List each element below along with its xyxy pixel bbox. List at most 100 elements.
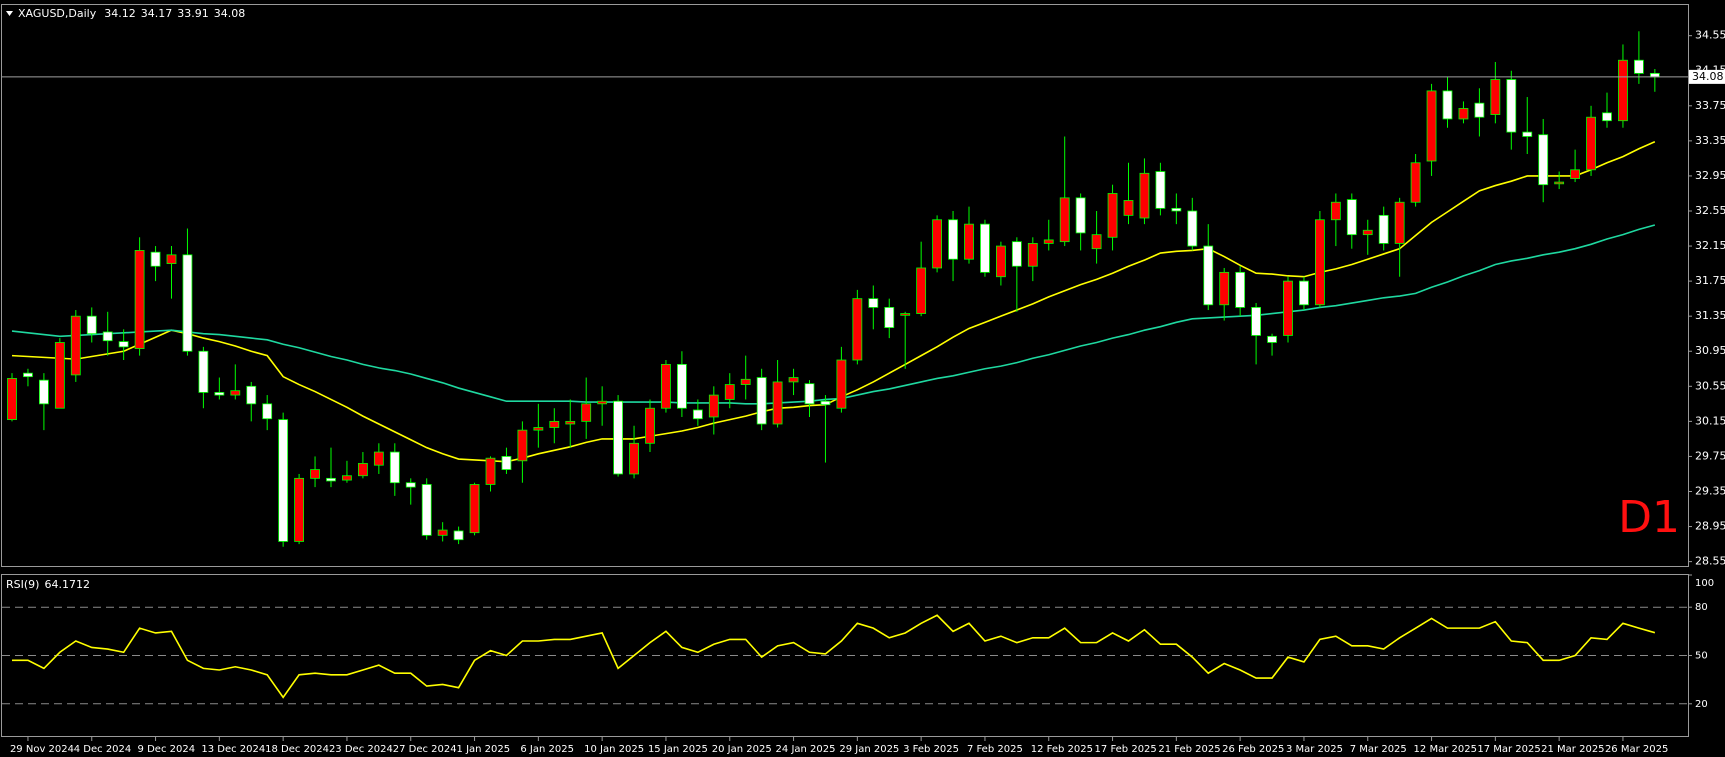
symbol: XAGUSD,Daily — [18, 7, 97, 20]
candle-body — [565, 420, 576, 425]
candle-body — [645, 407, 655, 444]
x-tick-label: 15 Jan 2025 — [648, 744, 708, 755]
candle-body — [326, 477, 336, 482]
y-tick-label: 100 — [1695, 578, 1714, 589]
x-tick-label: 18 Dec 2024 — [265, 744, 329, 755]
y-tick-label: 20 — [1695, 699, 1708, 710]
y-tick-label: 29.75 — [1695, 449, 1725, 462]
candle-body — [964, 223, 974, 260]
candle-body — [485, 457, 496, 485]
x-tick-label: 21 Feb 2025 — [1158, 744, 1220, 755]
candle-body — [501, 456, 512, 470]
candle-body — [421, 484, 432, 536]
candle-body — [54, 342, 65, 409]
candle-body — [453, 530, 464, 541]
candle-body — [1267, 335, 1277, 343]
candle-body — [613, 400, 623, 475]
candle-body — [980, 223, 990, 273]
candle-body — [1075, 197, 1086, 234]
candle-body — [756, 377, 767, 425]
candle-body — [948, 219, 958, 260]
candle-body — [1107, 193, 1118, 238]
candle-body — [692, 409, 703, 420]
last-price-box — [1689, 69, 1725, 84]
candle-body — [405, 482, 416, 488]
candle-body — [1490, 79, 1501, 115]
candle-body — [134, 250, 145, 350]
candle-body — [150, 251, 161, 267]
candle-body — [102, 331, 113, 342]
menu-triangle[interactable] — [6, 11, 13, 16]
x-tick-label: 1 Jan 2025 — [457, 744, 511, 755]
x-tick-label: 7 Mar 2025 — [1350, 744, 1407, 755]
candle-body — [597, 400, 608, 405]
header-close: 34.08 — [214, 7, 246, 20]
candle-body — [1027, 243, 1038, 267]
x-tick-label: 27 Dec 2024 — [393, 744, 457, 755]
y-tick-label: 33.75 — [1695, 99, 1725, 112]
moving-average — [11, 224, 1656, 405]
candle-body — [262, 403, 273, 420]
rsi-line — [12, 614, 1656, 699]
candle-body — [1123, 200, 1134, 216]
candle-body — [86, 315, 97, 335]
candle-body — [342, 475, 352, 481]
x-tick-label: 10 Jan 2025 — [584, 744, 644, 755]
candle-body — [437, 529, 448, 536]
candle-body — [1458, 108, 1469, 120]
x-tick-label: 13 Dec 2024 — [201, 744, 265, 755]
candle-body — [804, 383, 815, 405]
candle-body — [629, 442, 639, 475]
candle-body — [1474, 102, 1485, 118]
candle-body — [1155, 171, 1166, 209]
candle-body — [23, 372, 33, 378]
moving-average — [11, 141, 1656, 463]
candle-body — [772, 381, 783, 425]
y-tick-label: 32.95 — [1695, 169, 1725, 182]
candle-body — [1554, 181, 1565, 185]
candle-body — [294, 477, 305, 542]
y-tick-label: 29.35 — [1695, 484, 1725, 497]
y-tick-label: 32.15 — [1695, 239, 1725, 252]
candle-body — [182, 254, 193, 352]
candle-body — [820, 400, 831, 406]
candle-body — [469, 484, 480, 534]
candle-body — [246, 385, 257, 405]
candle-body — [1091, 234, 1102, 250]
x-tick-label: 29 Jan 2025 — [839, 744, 899, 755]
x-tick-label: 21 Mar 2025 — [1541, 744, 1604, 755]
candle-body — [517, 429, 528, 462]
candle-body — [230, 390, 241, 396]
candle-body — [1538, 134, 1549, 186]
candle-body — [1394, 201, 1405, 244]
x-tick-label: 3 Feb 2025 — [903, 744, 959, 755]
x-tick-label: 9 Dec 2024 — [138, 744, 196, 755]
candle-body — [1171, 207, 1182, 212]
candle-body — [1570, 169, 1580, 179]
candle-body — [1219, 271, 1230, 306]
candle-body — [389, 451, 400, 484]
x-tick-label: 26 Mar 2025 — [1605, 744, 1668, 755]
candle-body — [1251, 307, 1261, 336]
candle-body — [1522, 131, 1533, 137]
y-tick-label: 33.35 — [1695, 134, 1725, 147]
candle-body — [1315, 219, 1325, 306]
candle-body — [1283, 280, 1293, 336]
candle-body — [1299, 280, 1309, 306]
y-tick-label: 28.55 — [1695, 555, 1725, 568]
rsi-title: RSI(9) — [6, 578, 39, 591]
candle-body — [677, 363, 687, 409]
x-tick-label: 17 Mar 2025 — [1477, 744, 1540, 755]
candle-body — [1187, 210, 1198, 247]
y-tick-label: 28.95 — [1695, 520, 1725, 533]
candle-body — [661, 363, 671, 409]
candle-body — [724, 384, 735, 400]
candle-body — [1649, 72, 1660, 78]
candle-body — [1586, 116, 1596, 171]
y-tick-label: 31.35 — [1695, 309, 1725, 322]
candle-body — [1139, 172, 1150, 219]
candle-body — [1602, 112, 1612, 122]
candle-body — [373, 451, 384, 466]
candle-body — [932, 219, 942, 269]
